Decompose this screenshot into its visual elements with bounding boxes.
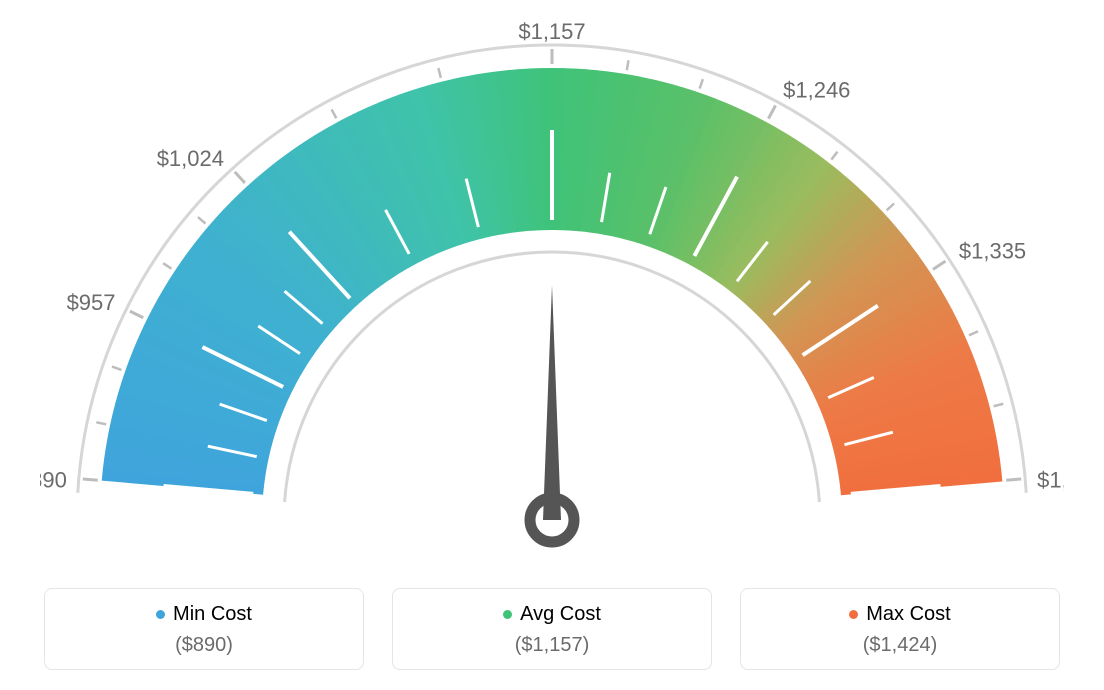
- gauge-tick-minor-outer: [627, 60, 629, 70]
- legend-label-max-text: Max Cost: [866, 603, 950, 626]
- gauge-tick-outer: [768, 105, 775, 118]
- legend-label-avg-text: Avg Cost: [520, 603, 601, 626]
- gauge-tick-label: $957: [67, 290, 116, 315]
- gauge-tick-minor-outer: [438, 68, 440, 78]
- gauge-tick-minor-outer: [163, 263, 171, 269]
- gauge-tick-label: $1,424: [1037, 468, 1064, 493]
- gauge-tick-outer: [235, 172, 245, 183]
- gauge-tick-label: $890: [40, 468, 67, 493]
- gauge-tick-outer: [83, 479, 98, 480]
- gauge-tick-minor-outer: [831, 152, 837, 160]
- gauge-tick-outer: [1006, 479, 1021, 480]
- legend-card-max: Max Cost ($1,424): [740, 588, 1060, 670]
- gauge-tick-label: $1,157: [518, 20, 585, 44]
- legend-label-max: Max Cost: [849, 603, 950, 626]
- gauge-tick-minor-outer: [887, 204, 894, 211]
- gauge-tick-minor-outer: [969, 331, 978, 335]
- gauge-tick-minor-outer: [198, 217, 206, 224]
- gauge-needle: [543, 285, 561, 520]
- legend-label-avg: Avg Cost: [503, 603, 601, 626]
- legend-card-avg: Avg Cost ($1,157): [392, 588, 712, 670]
- legend-value-avg: ($1,157): [403, 634, 701, 657]
- legend-value-min: ($890): [55, 634, 353, 657]
- gauge-tick-minor-outer: [994, 404, 1004, 406]
- legend-label-min: Min Cost: [156, 603, 252, 626]
- gauge-tick-label: $1,335: [959, 238, 1026, 263]
- legend-card-min: Min Cost ($890): [44, 588, 364, 670]
- gauge-tick-label: $1,024: [157, 146, 224, 171]
- legend-dot-max: [849, 610, 858, 619]
- legend-row: Min Cost ($890) Avg Cost ($1,157) Max Co…: [40, 588, 1064, 670]
- gauge-tick-outer: [130, 311, 143, 318]
- gauge-tick-minor-outer: [112, 367, 121, 370]
- legend-dot-avg: [503, 610, 512, 619]
- gauge-tick-minor-outer: [700, 79, 703, 88]
- gauge-tick-minor-outer: [332, 109, 337, 118]
- legend-label-min-text: Min Cost: [173, 603, 252, 626]
- gauge-svg: $890 $957 $1,024 $1,157 $1,246 $1,335 $1,424: [40, 20, 1064, 580]
- gauge-tick-label: $1,246: [783, 77, 850, 102]
- legend-value-max: ($1,424): [751, 634, 1049, 657]
- gauge-area: $890 $957 $1,024 $1,157 $1,246 $1,335 $1,424: [40, 20, 1064, 580]
- gauge-tick-outer: [933, 261, 946, 269]
- legend-dot-min: [156, 610, 165, 619]
- gauge-tick-minor-outer: [96, 422, 106, 424]
- gauge-chart-container: $890 $957 $1,024 $1,157 $1,246 $1,335 $1,424 M…: [0, 0, 1104, 690]
